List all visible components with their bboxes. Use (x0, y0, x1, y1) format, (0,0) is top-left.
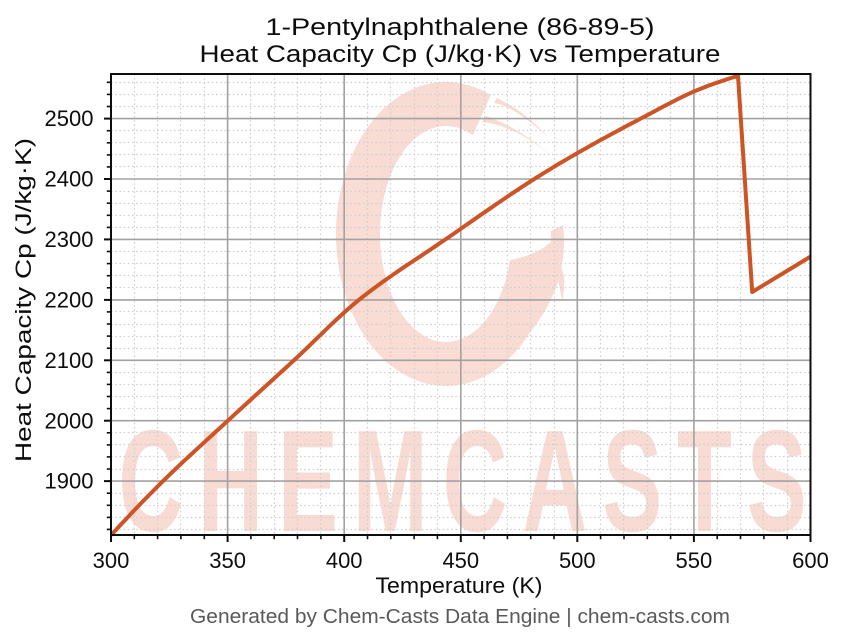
svg-text:CHEMCASTS: CHEMCASTS (118, 400, 821, 562)
svg-text:1-Pentylnaphthalene (86-89-5): 1-Pentylnaphthalene (86-89-5) (266, 14, 655, 41)
svg-text:Generated by Chem-Casts Data E: Generated by Chem-Casts Data Engine | ch… (190, 606, 730, 628)
svg-text:Temperature (K): Temperature (K) (376, 573, 543, 598)
svg-text:500: 500 (559, 548, 596, 573)
svg-text:2200: 2200 (45, 288, 94, 313)
svg-text:Heat Capacity Cp (J/kg·K) vs T: Heat Capacity Cp (J/kg·K) vs Temperature (200, 41, 721, 68)
svg-text:350: 350 (209, 548, 246, 573)
svg-text:450: 450 (442, 548, 479, 573)
svg-text:2500: 2500 (45, 106, 94, 131)
svg-text:2300: 2300 (45, 227, 94, 252)
svg-text:550: 550 (676, 548, 713, 573)
svg-text:2400: 2400 (45, 167, 94, 192)
svg-text:1900: 1900 (45, 469, 94, 494)
svg-text:300: 300 (93, 548, 130, 573)
svg-text:2100: 2100 (45, 348, 94, 373)
svg-text:2000: 2000 (45, 408, 94, 433)
svg-text:Heat Capacity Cp (J/kg·K): Heat Capacity Cp (J/kg·K) (11, 138, 36, 462)
svg-text:600: 600 (792, 548, 829, 573)
svg-text:400: 400 (326, 548, 363, 573)
